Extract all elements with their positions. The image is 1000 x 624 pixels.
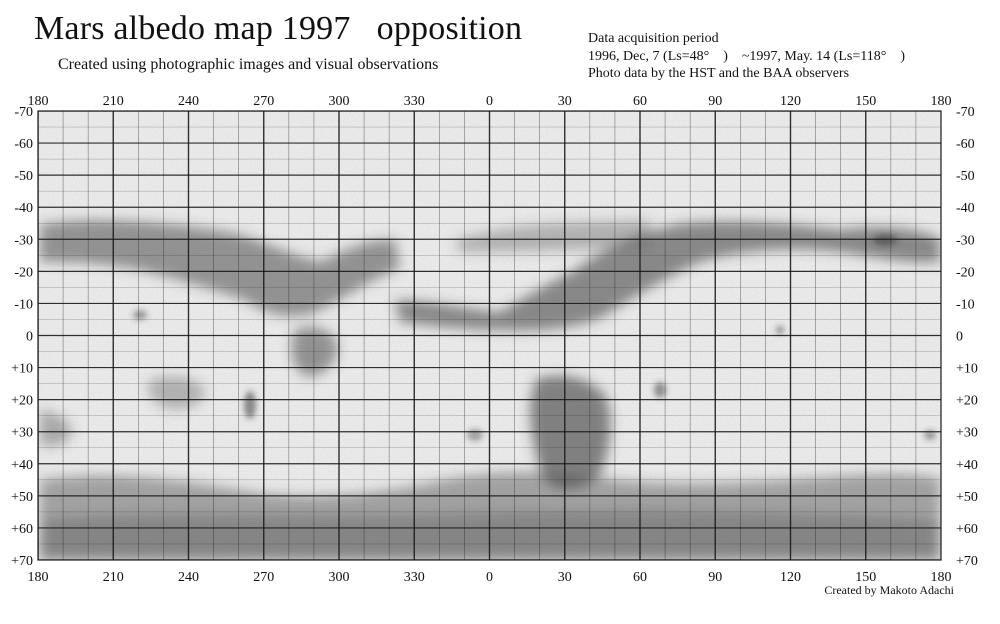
spot-d (873, 234, 897, 246)
latitude-label-left: +20 (11, 394, 33, 409)
latitude-label-right: -30 (956, 233, 975, 248)
info-period: 1996, Dec, 7 (Ls=48° ) ~1997, May. 14 (L… (588, 48, 905, 64)
latitude-label-right: 0 (956, 330, 963, 345)
longitude-label-bottom: 30 (558, 570, 572, 585)
map-grid (38, 111, 941, 560)
dark-patch-300 (291, 326, 338, 377)
west-edge-dark (40, 410, 72, 447)
latitude-label-left: -40 (14, 201, 33, 216)
map-title: Mars albedo map 1997 opposition (34, 10, 523, 47)
longitude-labels-bottom: 180 210 240 270 300 330 0 30 60 90 120 150 180 (28, 570, 952, 585)
info-source: Photo data by the HST and the BAA observ… (588, 66, 850, 81)
latitude-label-left: +10 (11, 362, 33, 377)
latitude-label-right: -10 (956, 297, 975, 312)
dark-patch-240 (148, 376, 205, 410)
spot-c (654, 382, 666, 398)
latitude-label-right: +30 (956, 426, 978, 441)
longitude-label-bottom: 90 (708, 570, 722, 585)
latitude-label-right: +40 (956, 458, 978, 473)
longitude-label-bottom: 150 (855, 570, 876, 585)
longitude-label-top: 240 (178, 94, 199, 109)
longitude-label-top: 150 (855, 94, 876, 109)
latitude-label-left: -10 (14, 297, 33, 312)
spot-g (924, 430, 936, 440)
latitude-label-right: -50 (956, 169, 975, 184)
latitude-label-left: +60 (11, 522, 33, 537)
longitude-label-bottom: 0 (486, 570, 493, 585)
longitude-label-bottom: 60 (633, 570, 647, 585)
longitude-label-bottom: 210 (103, 570, 124, 585)
latitude-label-left: +30 (11, 426, 33, 441)
latitude-label-left: -70 (14, 105, 33, 120)
latitude-label-right: +10 (956, 362, 978, 377)
syrtis-region (530, 375, 611, 490)
author-credit: Created by Makoto Adachi (824, 583, 954, 597)
longitude-label-top: 120 (780, 94, 801, 109)
latitude-label-right: -40 (956, 201, 975, 216)
latitude-labels-right: -70 -60 -50 -40 -30 -20 -10 0 +10 +20 +30 +40 +50 +60… (956, 105, 978, 569)
latitude-label-right: -60 (956, 137, 975, 152)
latitude-label-left: -30 (14, 233, 33, 248)
longitude-label-top: 210 (103, 94, 124, 109)
southern-dark-band-west (40, 220, 400, 316)
map-frame (37, 110, 942, 561)
latitude-label-right: -70 (956, 105, 975, 120)
latitude-label-left: -60 (14, 137, 33, 152)
longitude-label-bottom: 270 (253, 570, 274, 585)
map-subtitle: Created using photographic images and vi… (58, 56, 439, 73)
latitude-label-left: -20 (14, 265, 33, 280)
longitude-label-top: 180 (931, 94, 952, 109)
longitude-label-top: 60 (633, 94, 647, 109)
latitude-label-right: +20 (956, 394, 978, 409)
longitude-label-top: 300 (329, 94, 350, 109)
longitude-label-top: 30 (558, 94, 572, 109)
spot-f (776, 326, 784, 334)
longitude-label-bottom: 240 (178, 570, 199, 585)
latitude-label-left: 0 (26, 330, 33, 345)
latitude-labels-left: -70 -60 -50 -40 -30 -20 -10 0 +10 +20 +30 +40 +50 +60… (11, 105, 33, 569)
spot-a (244, 391, 256, 419)
spot-e (133, 310, 147, 320)
latitude-label-right: +60 (956, 522, 978, 537)
latitude-label-left: +50 (11, 490, 33, 505)
longitude-label-top: 330 (404, 94, 425, 109)
latitude-label-right: -20 (956, 265, 975, 280)
latitude-label-left: -50 (14, 169, 33, 184)
longitude-label-bottom: 180 (931, 570, 952, 585)
latitude-label-left: +40 (11, 458, 33, 473)
longitude-label-bottom: 330 (404, 570, 425, 585)
longitude-label-top: 0 (486, 94, 493, 109)
longitude-label-bottom: 120 (780, 570, 801, 585)
longitude-label-top: 90 (708, 94, 722, 109)
longitude-labels-top: 180 210 240 270 300 330 0 30 60 90 120 150 180 (28, 94, 952, 109)
spot-b (467, 429, 483, 441)
longitude-label-bottom: 300 (329, 570, 350, 585)
acquisition-info: Data acquisition period 1996, Dec, 7 (Ls… (588, 30, 905, 83)
latitude-label-left: +70 (11, 554, 33, 569)
latitude-label-right: +50 (956, 490, 978, 505)
longitude-label-bottom: 180 (28, 570, 49, 585)
info-heading: Data acquisition period (588, 31, 719, 46)
longitude-label-top: 270 (253, 94, 274, 109)
south-polar-hood (455, 220, 650, 252)
latitude-label-right: +70 (956, 554, 978, 569)
longitude-label-top: 180 (28, 94, 49, 109)
